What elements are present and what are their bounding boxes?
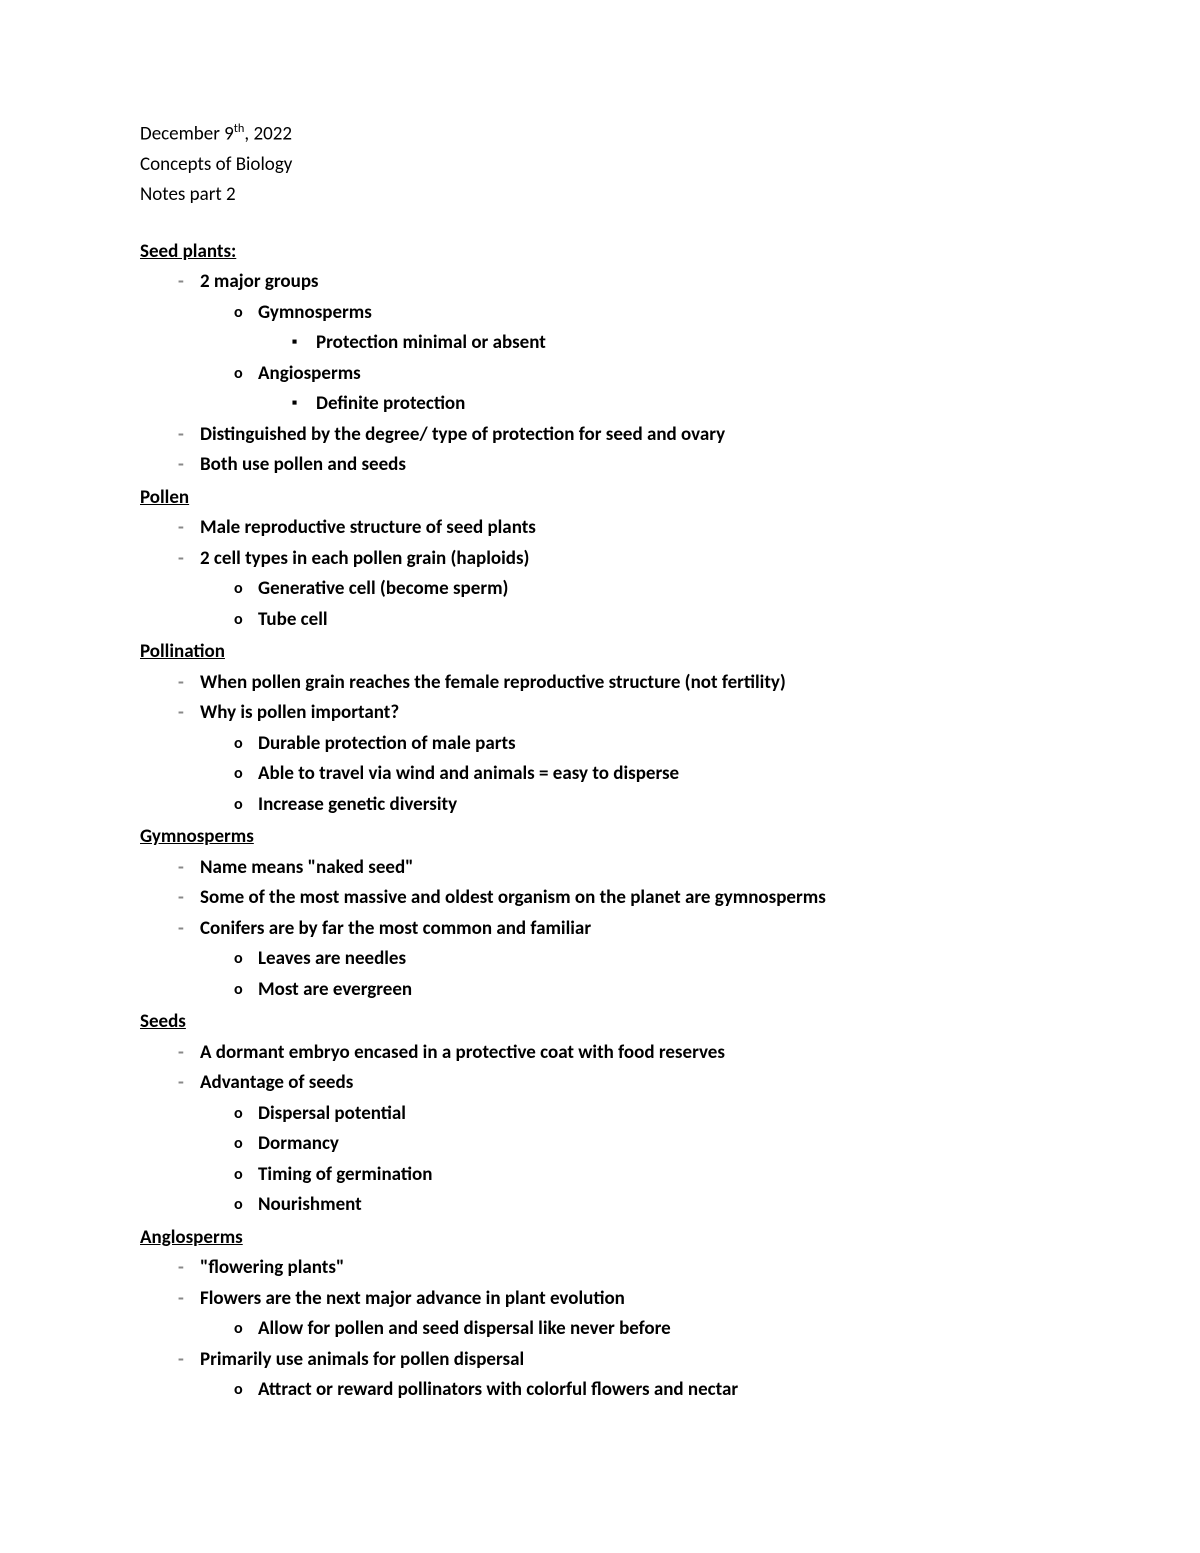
list-item-text: "flowering plants" (200, 1256, 344, 1279)
list-item: A dormant embryo encased in a protective… (140, 1039, 1060, 1068)
list-item-text: Timing of germination (258, 1163, 432, 1186)
list-item: Attract or reward pollinators with color… (140, 1376, 1060, 1405)
list-item-text: Male reproductive structure of seed plan… (200, 516, 536, 539)
list-item-text: Generative cell (become sperm) (258, 577, 508, 600)
list-item-text: Nourishment (258, 1193, 362, 1216)
list-item: 2 major groups (140, 268, 1060, 297)
date-prefix: December 9 (140, 122, 234, 145)
list-item-text: Protection minimal or absent (316, 331, 546, 354)
list-item-text: Primarily use animals for pollen dispers… (200, 1348, 524, 1371)
list-item: Definite protection (140, 390, 1060, 419)
list-item-text: Name means "naked seed" (200, 856, 413, 879)
list-item-text: Gymnosperms (258, 301, 372, 324)
list-item: Tube cell (140, 606, 1060, 635)
list-item-text: Increase genetic diversity (258, 793, 457, 816)
list-item: Increase genetic diversity (140, 791, 1060, 820)
list-item: 2 cell types in each pollen grain (haplo… (140, 545, 1060, 574)
list-item-text: Durable protection of male parts (258, 732, 516, 755)
list-item: Flowers are the next major advance in pl… (140, 1285, 1060, 1314)
list-item: When pollen grain reaches the female rep… (140, 669, 1060, 698)
list-item: Name means "naked seed" (140, 854, 1060, 883)
date-sup: th (234, 121, 245, 136)
section-heading: Pollination (140, 638, 1060, 667)
section-list: When pollen grain reaches the female rep… (140, 669, 1060, 820)
section-heading: Seeds (140, 1008, 1060, 1037)
list-item-text: Leaves are needles (258, 947, 406, 970)
list-item-text: 2 cell types in each pollen grain (haplo… (200, 547, 529, 570)
section-list: 2 major groups Gymnosperms Protection mini… (140, 268, 1060, 480)
list-item-text: Both use pollen and seeds (200, 453, 406, 476)
section-heading: Anglosperms (140, 1224, 1060, 1253)
list-item-text: Distinguished by the degree/ type of pro… (200, 423, 725, 446)
list-item: Protection minimal or absent (140, 329, 1060, 358)
list-item: Allow for pollen and seed dispersal like… (140, 1315, 1060, 1344)
list-item: Leaves are needles (140, 945, 1060, 974)
list-item: Most are evergreen (140, 976, 1060, 1005)
section-list: Name means "naked seed" Some of the most … (140, 854, 1060, 1005)
course-line: Concepts of Biology (140, 151, 1060, 180)
list-item-text: Tube cell (258, 608, 328, 631)
section-heading: Gymnosperms (140, 823, 1060, 852)
list-item: Advantage of seeds (140, 1069, 1060, 1098)
section-list: A dormant embryo encased in a protective… (140, 1039, 1060, 1220)
list-item-text: A dormant embryo encased in a protective… (200, 1041, 725, 1064)
list-item: Generative cell (become sperm) (140, 575, 1060, 604)
list-item: Gymnosperms (140, 299, 1060, 328)
list-item-text: Advantage of seeds (200, 1071, 353, 1094)
list-item: Why is pollen important? (140, 699, 1060, 728)
list-item-text: Definite protection (316, 392, 465, 415)
section-heading: Pollen (140, 484, 1060, 513)
list-item: Both use pollen and seeds (140, 451, 1060, 480)
list-item-text: Dormancy (258, 1132, 339, 1155)
list-item-text: When pollen grain reaches the female rep… (200, 671, 786, 694)
section-heading: Seed plants: (140, 238, 1060, 267)
list-item: Nourishment (140, 1191, 1060, 1220)
list-item-text: Dispersal potential (258, 1102, 406, 1125)
list-item-text: Angiosperms (258, 362, 361, 385)
list-item: Primarily use animals for pollen dispers… (140, 1346, 1060, 1375)
list-item-text: Most are evergreen (258, 978, 412, 1001)
list-item: Male reproductive structure of seed plan… (140, 514, 1060, 543)
document-header: December 9th, 2022 Concepts of Biology N… (140, 120, 1060, 210)
list-item: Distinguished by the degree/ type of pro… (140, 421, 1060, 450)
list-item-text: Allow for pollen and seed dispersal like… (258, 1317, 671, 1340)
list-item-text: Conifers are by far the most common and … (200, 917, 591, 940)
list-item: Conifers are by far the most common and … (140, 915, 1060, 944)
list-item-text: Why is pollen important? (200, 701, 399, 724)
sections-container: Seed plants: 2 major groups Gymnosperms Pro… (140, 238, 1060, 1405)
list-item-text: Able to travel via wind and animals = ea… (258, 762, 679, 785)
date-line: December 9th, 2022 (140, 120, 1060, 149)
list-item: Able to travel via wind and animals = ea… (140, 760, 1060, 789)
list-item: Angiosperms (140, 360, 1060, 389)
list-item-text: 2 major groups (200, 270, 319, 293)
list-item: Timing of germination (140, 1161, 1060, 1190)
list-item-text: Flowers are the next major advance in pl… (200, 1287, 625, 1310)
list-item-text: Some of the most massive and oldest orga… (200, 886, 826, 909)
part-line: Notes part 2 (140, 181, 1060, 210)
date-suffix: , 2022 (244, 122, 292, 145)
section-list: Male reproductive structure of seed plan… (140, 514, 1060, 634)
list-item: Dormancy (140, 1130, 1060, 1159)
list-item: Dispersal potential (140, 1100, 1060, 1129)
section-list: "flowering plants" Flowers are the next m… (140, 1254, 1060, 1405)
list-item: Durable protection of male parts (140, 730, 1060, 759)
list-item-text: Attract or reward pollinators with color… (258, 1378, 738, 1401)
list-item: "flowering plants" (140, 1254, 1060, 1283)
list-item: Some of the most massive and oldest orga… (140, 884, 1060, 913)
